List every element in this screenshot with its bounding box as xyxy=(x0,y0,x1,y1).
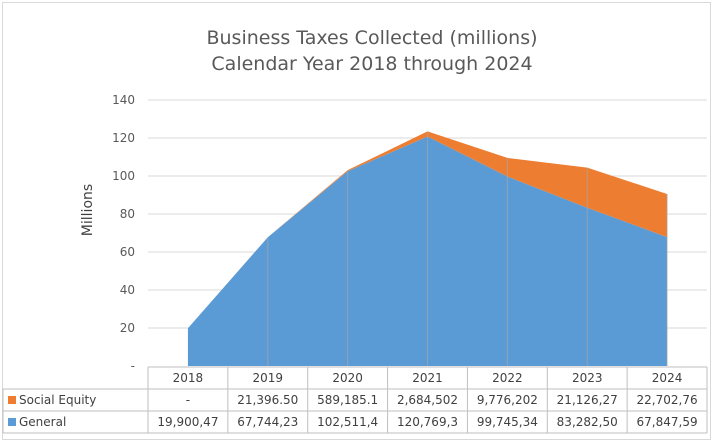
table-cell: 120,769,3 xyxy=(397,415,458,429)
table-cell: - xyxy=(186,393,190,407)
x-tick-label: 2018 xyxy=(173,371,204,385)
table-cell: 67,744,23 xyxy=(237,415,298,429)
table-cell: 589,185.1 xyxy=(317,393,378,407)
table-cell: 21,126,27 xyxy=(557,393,618,407)
x-tick-label: 2024 xyxy=(652,371,683,385)
y-tick-label: 140 xyxy=(112,93,135,107)
legend-key xyxy=(8,418,16,426)
table-cell: 83,282,50 xyxy=(557,415,618,429)
chart-title-line-1: Business Taxes Collected (millions) xyxy=(206,27,537,49)
x-tick-label: 2020 xyxy=(332,371,363,385)
x-tick-label: 2021 xyxy=(412,371,443,385)
table-cell: 99,745,34 xyxy=(477,415,538,429)
table-cell: 2,684,502 xyxy=(397,393,458,407)
table-cell: 19,900,47 xyxy=(157,415,218,429)
x-tick-label: 2023 xyxy=(572,371,603,385)
x-tick-label: 2022 xyxy=(492,371,523,385)
y-tick-label: 40 xyxy=(120,283,135,297)
y-tick-label: 100 xyxy=(112,169,135,183)
y-tick-label: - xyxy=(131,359,135,373)
y-tick-label: 120 xyxy=(112,131,135,145)
table-cell: 22,702,76 xyxy=(637,393,698,407)
legend-key xyxy=(8,396,16,404)
legend-label: General xyxy=(19,415,66,429)
table-cell: 9,776,202 xyxy=(477,393,538,407)
table-cell: 21,396.50 xyxy=(237,393,298,407)
social-equity-area xyxy=(187,131,668,329)
y-axis-label: Millions xyxy=(80,184,96,236)
legend-label: Social Equity xyxy=(19,393,96,407)
chart-title-line-2: Calendar Year 2018 through 2024 xyxy=(211,53,532,75)
y-tick-label: 60 xyxy=(120,245,135,259)
table-cell: 67,847,59 xyxy=(637,415,698,429)
table-cell: 102,511,4 xyxy=(317,415,378,429)
x-tick-label: 2019 xyxy=(253,371,284,385)
y-tick-label: 20 xyxy=(120,321,135,335)
y-tick-label: 80 xyxy=(120,207,135,221)
